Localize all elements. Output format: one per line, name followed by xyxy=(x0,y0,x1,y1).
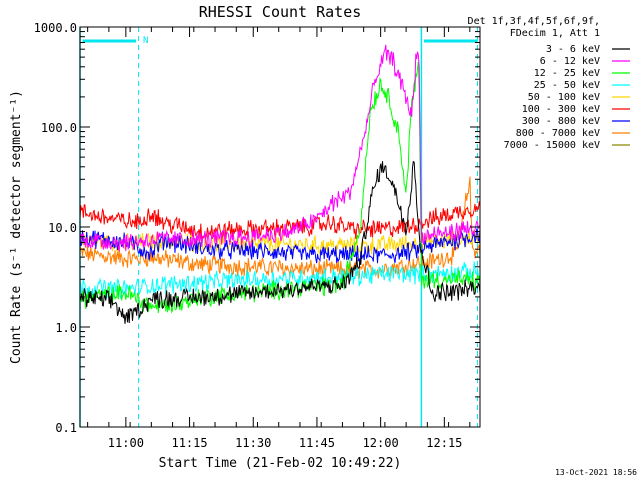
x-tick-label: 11:00 xyxy=(108,436,144,450)
legend-label-5: 100 - 300 keV xyxy=(522,104,600,115)
x-tick-label: 12:15 xyxy=(426,436,462,450)
legend-label-7: 800 - 7000 keV xyxy=(516,128,600,139)
legend-label-6: 300 - 800 keV xyxy=(522,116,600,127)
legend-label-8: 7000 - 15000 keV xyxy=(504,140,600,151)
chart-title: RHESSI Count Rates xyxy=(199,3,362,21)
x-axis-label: Start Time (21-Feb-02 10:49:22) xyxy=(159,456,402,471)
legend-label-1: 6 - 12 keV xyxy=(540,56,600,67)
legend-header-line: Det 1f,3f,4f,5f,6f,9f, xyxy=(468,16,600,27)
y-tick-label: 100.0 xyxy=(41,121,77,135)
legend-header-line: FDecim 1, Att 1 xyxy=(510,28,600,39)
series-line-2 xyxy=(79,61,481,314)
y-tick-label: 1.0 xyxy=(55,321,77,335)
legend-label-2: 12 - 25 keV xyxy=(534,68,600,79)
series-line-7 xyxy=(79,176,481,280)
series-line-0 xyxy=(79,160,481,324)
y-tick-label: 1000.0 xyxy=(34,21,77,35)
legend-label-4: 50 - 100 keV xyxy=(528,92,600,103)
night-marker: N xyxy=(143,36,148,46)
series-line-1 xyxy=(79,44,481,252)
legend-label-3: 25 - 50 keV xyxy=(534,80,600,91)
legend-label-0: 3 - 6 keV xyxy=(546,44,600,55)
series-line-3 xyxy=(79,261,481,299)
y-tick-label: 0.1 xyxy=(55,421,77,435)
x-tick-label: 11:30 xyxy=(235,436,271,450)
series-layer xyxy=(79,44,481,324)
x-tick-label: 11:15 xyxy=(171,436,207,450)
y-axis-label: Count Rate (s⁻¹ detector segment⁻¹) xyxy=(9,90,24,364)
axes-layer: 0.1 1.0 10.0 100.0 1000.0 11:00 11:15 11:30 11:4… xyxy=(34,21,480,450)
series-line-6 xyxy=(79,228,481,265)
y-tick-label: 10.0 xyxy=(48,221,77,235)
legend: Det 1f,3f,4f,5f,6f,9f,FDecim 1, Att 1 3 -… xyxy=(468,16,630,151)
x-tick-label: 12:00 xyxy=(363,436,399,450)
timestamp: 13-Oct-2021 18:56 xyxy=(555,468,637,477)
x-tick-label: 11:45 xyxy=(299,436,335,450)
